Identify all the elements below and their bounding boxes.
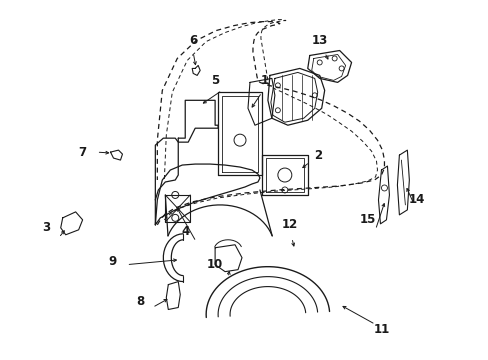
Text: 4: 4 xyxy=(181,225,189,238)
Text: 5: 5 xyxy=(210,74,219,87)
Text: 14: 14 xyxy=(408,193,425,206)
Text: 7: 7 xyxy=(79,145,86,159)
Text: 10: 10 xyxy=(206,258,223,271)
Text: 2: 2 xyxy=(313,149,321,162)
Text: 3: 3 xyxy=(41,221,50,234)
Text: 6: 6 xyxy=(189,34,197,47)
Text: 9: 9 xyxy=(108,255,117,268)
Text: 13: 13 xyxy=(311,34,327,47)
Text: 11: 11 xyxy=(372,323,389,336)
Text: 12: 12 xyxy=(281,218,297,231)
Text: 1: 1 xyxy=(260,74,268,87)
Text: 15: 15 xyxy=(359,213,375,226)
Text: 8: 8 xyxy=(136,295,144,308)
